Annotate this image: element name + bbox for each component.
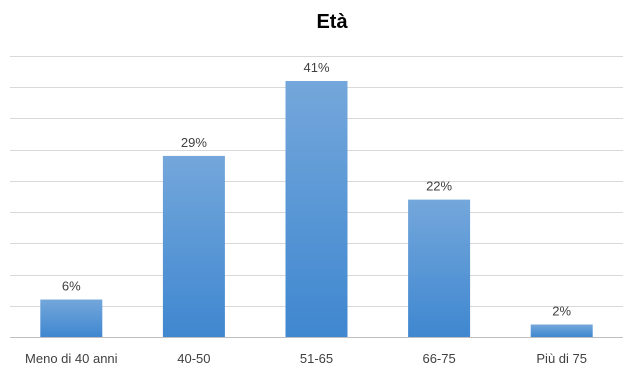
- x-tick-label-0: Meno di 40 anni: [25, 351, 118, 366]
- chart-title: Età: [316, 11, 348, 33]
- data-label-0: 6%: [62, 279, 81, 294]
- bar-0: [40, 299, 103, 337]
- bar-4: [530, 324, 593, 337]
- x-tick-label-3: 66-75: [422, 351, 455, 366]
- data-label-1: 29%: [181, 135, 207, 150]
- bar-2: [285, 80, 348, 337]
- x-axis-tick-labels: Meno di 40 anni 40-50 51-65 66-75 Più di 75: [25, 351, 587, 366]
- data-labels: 6% 29% 41% 22% 2%: [62, 60, 572, 319]
- data-label-2: 41%: [303, 60, 329, 75]
- x-tick-label-1: 40-50: [177, 351, 210, 366]
- x-tick-label-4: Più di 75: [536, 351, 587, 366]
- bar-3: [408, 199, 471, 337]
- data-label-4: 2%: [552, 304, 571, 319]
- bar-1: [162, 155, 225, 337]
- bars: [40, 80, 593, 337]
- data-label-3: 22%: [426, 179, 452, 194]
- x-tick-label-2: 51-65: [300, 351, 333, 366]
